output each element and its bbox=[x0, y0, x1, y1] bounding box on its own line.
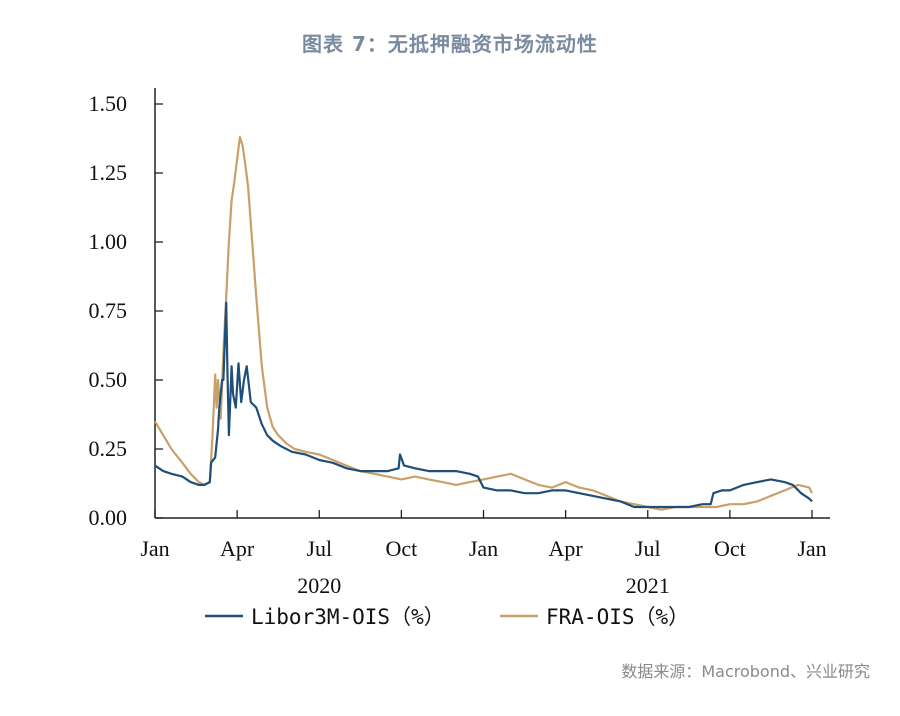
x-tick-label: Jan bbox=[140, 536, 169, 561]
x-tick-label: Apr bbox=[549, 536, 584, 561]
series-line-fra-ois bbox=[154, 136, 813, 511]
legend-label: Libor3M-OIS（%） bbox=[251, 605, 445, 629]
year-label: 2020 bbox=[297, 573, 341, 598]
y-tick-label: 0.25 bbox=[89, 436, 128, 461]
x-tick-label: Oct bbox=[385, 536, 417, 561]
y-tick-label: 1.25 bbox=[89, 160, 128, 185]
year-label: 2021 bbox=[626, 573, 670, 598]
x-tick-label: Jul bbox=[306, 536, 332, 561]
y-tick-label: 0.75 bbox=[89, 298, 128, 323]
y-tick-label: 1.00 bbox=[89, 229, 128, 254]
chart-title: 图表 7：无抵押融资市场流动性 bbox=[302, 32, 598, 56]
x-tick-label: Apr bbox=[220, 536, 255, 561]
legend: Libor3M-OIS（%） FRA-OIS（%） bbox=[205, 605, 689, 629]
x-tick-label: Jul bbox=[635, 536, 661, 561]
source-note: 数据来源：Macrobond、兴业研究 bbox=[621, 662, 870, 681]
y-tick-label: 1.50 bbox=[89, 91, 128, 116]
legend-label: FRA-OIS（%） bbox=[546, 605, 689, 629]
y-tick-label: 0.00 bbox=[89, 505, 128, 530]
x-tick-label: Jan bbox=[797, 536, 826, 561]
series-layer bbox=[154, 136, 813, 511]
y-tick-label: 0.50 bbox=[89, 367, 128, 392]
series-line-libor3m-ois bbox=[154, 301, 813, 509]
x-tick-label: Oct bbox=[714, 536, 746, 561]
x-tick-label: Jan bbox=[469, 536, 498, 561]
axes: 0.00 0.25 0.50 0.75 1.00 1.25 1.50 Jan Apr Jul Oct… bbox=[89, 88, 830, 598]
